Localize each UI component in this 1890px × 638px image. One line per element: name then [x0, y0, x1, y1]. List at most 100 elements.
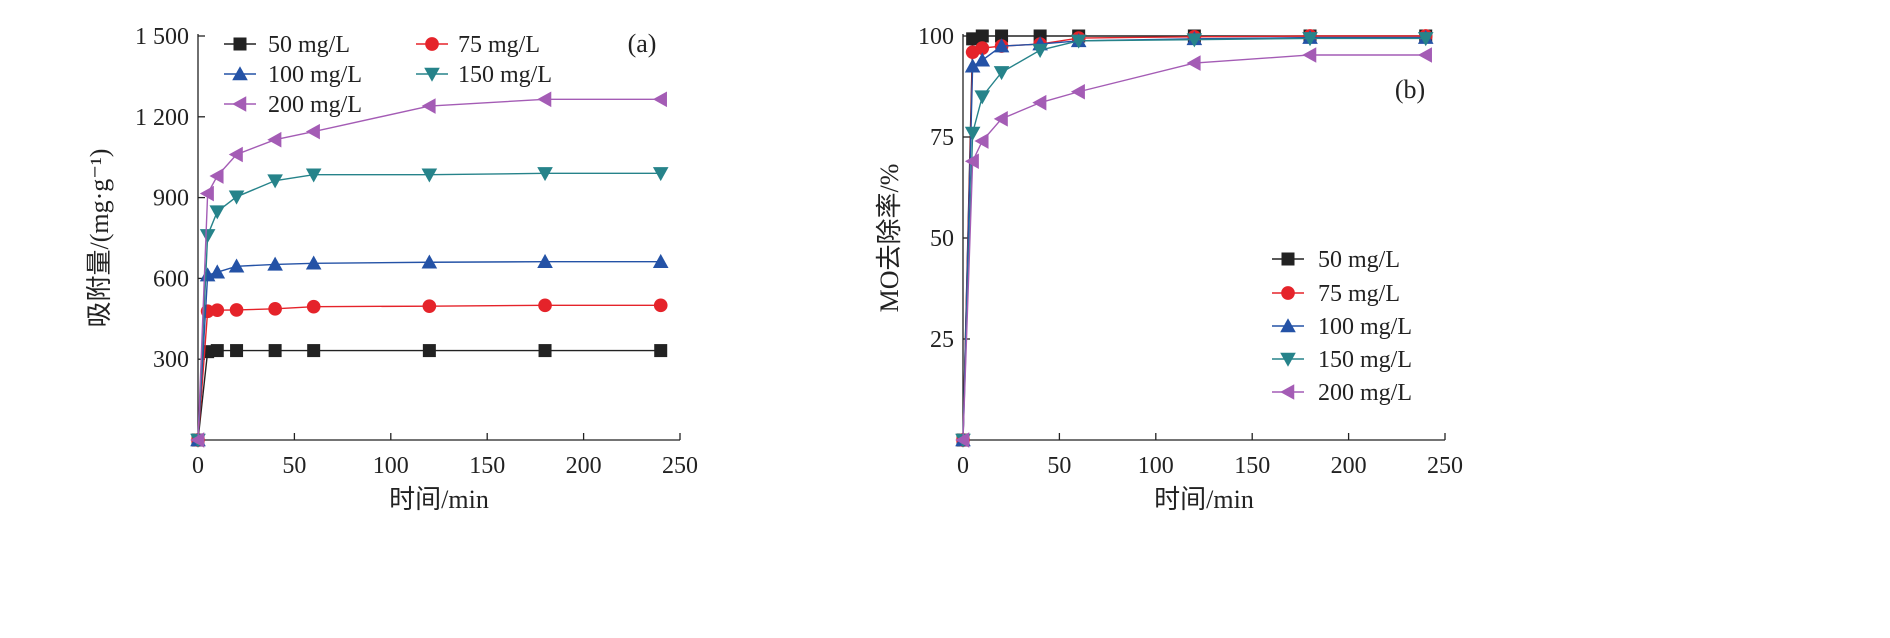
data-point	[421, 168, 438, 183]
data-point	[267, 174, 283, 189]
x-tick-label: 200	[1331, 453, 1367, 479]
x-tick-label: 50	[282, 453, 306, 479]
legend-label: 100 mg/L	[268, 62, 362, 88]
x-tick-label: 100	[1138, 453, 1174, 479]
data-point	[652, 91, 667, 108]
legend-label: 150 mg/L	[1318, 347, 1412, 373]
data-point	[305, 168, 322, 183]
legend-label: 200 mg/L	[1318, 380, 1412, 406]
data-point	[422, 299, 437, 313]
legend-label: 50 mg/L	[1318, 247, 1400, 273]
data-point	[995, 29, 1009, 43]
data-point	[653, 298, 668, 313]
data-point	[964, 153, 979, 170]
data-point	[537, 167, 553, 182]
x-axis-title: 时间/min	[389, 485, 489, 514]
legend-marker	[424, 67, 440, 82]
legend-marker	[1280, 318, 1296, 333]
data-point	[652, 167, 669, 182]
data-point	[652, 253, 669, 268]
legend-marker	[1281, 286, 1295, 300]
y-axis-title: 吸附量/(mg·g⁻¹)	[85, 149, 114, 328]
data-point	[1417, 47, 1432, 63]
data-point	[975, 29, 989, 43]
data-point	[422, 344, 436, 358]
legend-marker	[1280, 352, 1296, 367]
y-tick-label: 300	[153, 347, 189, 373]
series-line-75-mg-L	[197, 304, 661, 441]
data-point	[199, 185, 214, 202]
data-point	[1032, 94, 1047, 111]
data-point	[993, 111, 1008, 127]
data-point	[210, 344, 224, 358]
data-point	[537, 253, 553, 268]
series-line-50-mg-L	[197, 349, 661, 441]
data-point	[305, 255, 322, 270]
data-point	[267, 256, 283, 271]
x-tick-label: 150	[469, 453, 505, 479]
legend-marker	[1281, 252, 1295, 266]
legend-marker	[425, 37, 439, 51]
data-point	[538, 298, 552, 313]
data-point	[1186, 33, 1203, 48]
data-point	[209, 264, 226, 279]
data-point	[268, 302, 282, 316]
data-point	[209, 205, 226, 220]
data-point	[228, 190, 245, 205]
data-point	[306, 299, 321, 314]
x-axis-title: 时间/min	[1154, 485, 1254, 514]
data-point	[974, 52, 991, 67]
data-point	[229, 303, 244, 317]
data-point	[228, 146, 243, 163]
series-line-200-mg-L	[197, 98, 661, 441]
x-tick-label: 150	[1234, 453, 1270, 479]
y-tick-label: 100	[918, 24, 954, 50]
y-tick-label: 600	[153, 266, 189, 292]
chart-panel-a: 0 50 100 150 200 250 300 600 900 1 200 1 500 时间/min…	[85, 24, 698, 514]
data-point	[210, 303, 225, 318]
data-point	[421, 254, 438, 269]
data-point	[955, 432, 970, 448]
data-point	[993, 66, 1010, 81]
data-point	[1417, 32, 1434, 47]
chart-panel-b: 0 50 100 150 200 250 25 50 75 100 时间/min MO去除率/% (b)…	[875, 24, 1463, 514]
y-tick-label: 900	[153, 186, 189, 212]
legend-label: 75 mg/L	[1318, 281, 1400, 307]
data-point	[974, 133, 989, 149]
data-point	[974, 90, 991, 105]
data-point	[975, 41, 990, 55]
legend-label: 150 mg/L	[458, 62, 552, 88]
legend-marker	[233, 37, 247, 51]
x-tick-label: 50	[1047, 453, 1071, 479]
x-tick-label: 100	[373, 453, 409, 479]
data-point	[228, 258, 245, 273]
data-point	[421, 98, 436, 114]
data-point	[537, 91, 552, 108]
data-point	[209, 168, 224, 184]
data-point	[305, 123, 320, 140]
data-point	[190, 432, 205, 448]
legend-label: 75 mg/L	[458, 32, 540, 58]
data-point	[1070, 83, 1085, 100]
data-point	[267, 131, 282, 148]
x-tick-label: 200	[566, 453, 602, 479]
data-point	[1032, 43, 1048, 58]
data-point	[654, 344, 668, 358]
panel-label: (b)	[1395, 75, 1425, 104]
x-tick-label: 250	[662, 453, 698, 479]
data-point	[1186, 55, 1201, 71]
x-tick-label: 0	[192, 453, 204, 479]
data-point	[1302, 47, 1317, 63]
legend-label: 50 mg/L	[268, 32, 350, 58]
legend-marker	[232, 96, 247, 112]
y-tick-label: 1 500	[135, 24, 189, 50]
y-axis-title: MO去除率/%	[875, 164, 904, 313]
y-tick-label: 75	[930, 125, 954, 151]
data-point	[230, 344, 244, 358]
data-point	[268, 344, 282, 358]
data-point	[1302, 32, 1318, 47]
legend-marker	[1280, 384, 1295, 400]
y-tick-label: 1 200	[135, 105, 189, 131]
y-tick-label: 50	[930, 226, 954, 252]
